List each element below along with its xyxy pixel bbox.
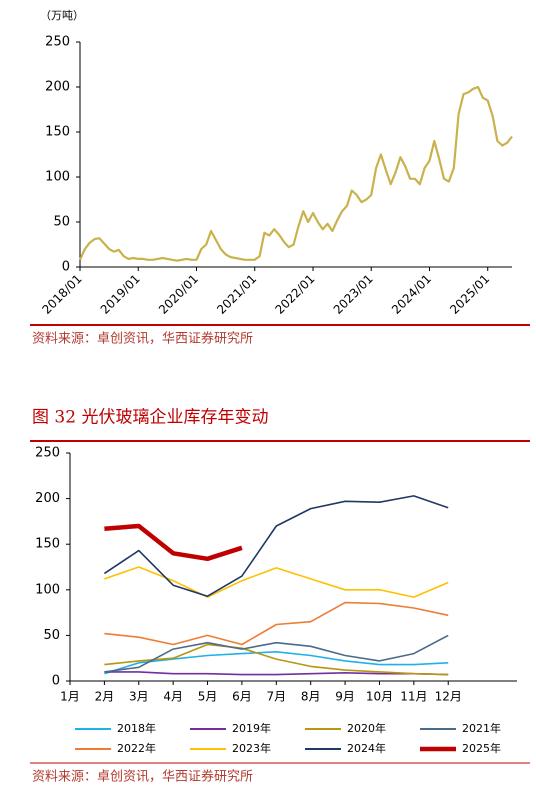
x-tick-label: 8月 — [301, 690, 321, 704]
y-tick-label: 0 — [52, 674, 60, 689]
legend-label: 2023年 — [232, 741, 271, 755]
legend-label: 2020年 — [347, 721, 386, 735]
x-tick-label: 2023/01 — [331, 272, 376, 317]
series-line — [104, 651, 449, 675]
y-tick-label: 50 — [53, 215, 70, 230]
x-tick-label: 6月 — [232, 690, 252, 704]
y-tick-label: 0 — [62, 260, 70, 275]
y-tick-label: 150 — [35, 537, 60, 552]
x-tick-label: 2019/01 — [98, 272, 143, 317]
y-tick-label: 250 — [45, 35, 70, 50]
x-tick-label: 2025/01 — [447, 272, 492, 317]
x-tick-label: 2024/01 — [389, 272, 434, 317]
y-tick-label: 200 — [45, 80, 70, 95]
series-line — [104, 671, 449, 676]
x-tick-label: 3月 — [129, 690, 149, 704]
legend-label: 2018年 — [117, 721, 156, 735]
x-tick-label: 5月 — [198, 690, 218, 704]
y-tick-label: 50 — [43, 628, 60, 643]
x-tick-label: 2021/01 — [214, 272, 259, 317]
y-tick-label: 250 — [35, 446, 60, 461]
x-tick-label: 9月 — [335, 690, 355, 704]
legend-label: 2019年 — [232, 721, 271, 735]
source: 资料来源：卓创资讯，华西证券研究所 — [32, 769, 253, 785]
series-line — [104, 601, 449, 646]
x-tick-label: 11月 — [400, 690, 427, 704]
legend-label: 2022年 — [117, 741, 156, 755]
series-line — [104, 634, 449, 673]
y-tick-label: 100 — [35, 582, 60, 597]
y-tick-label: 100 — [45, 170, 70, 185]
series-line — [103, 495, 449, 597]
x-tick-label: 12月 — [435, 690, 462, 704]
source: 资料来源：卓创资讯，华西证券研究所 — [32, 331, 253, 347]
y-tick-label: 150 — [45, 125, 70, 140]
legend-label: 2021年 — [462, 721, 501, 735]
x-tick-label: 2022/01 — [272, 272, 317, 317]
x-tick-label: 4月 — [163, 690, 183, 704]
legend-label: 2024年 — [347, 741, 386, 755]
x-tick-label: 10月 — [366, 690, 393, 704]
series-line — [104, 643, 449, 676]
series-line — [78, 85, 513, 262]
x-tick-label: 2020/01 — [156, 272, 201, 317]
x-tick-label: 2月 — [95, 690, 115, 704]
series-line — [104, 566, 449, 598]
y-tick-label: 200 — [35, 491, 60, 506]
figure-title: 图 32 光伏玻璃企业库存年变动 — [32, 408, 268, 428]
y-axis-unit: （万吨） — [40, 9, 84, 22]
x-tick-label: 2018/01 — [39, 272, 84, 317]
x-tick-label: 1月 — [60, 690, 80, 704]
legend-label: 2025年 — [462, 741, 501, 755]
series-line — [104, 523, 243, 562]
x-tick-label: 7月 — [266, 690, 286, 704]
